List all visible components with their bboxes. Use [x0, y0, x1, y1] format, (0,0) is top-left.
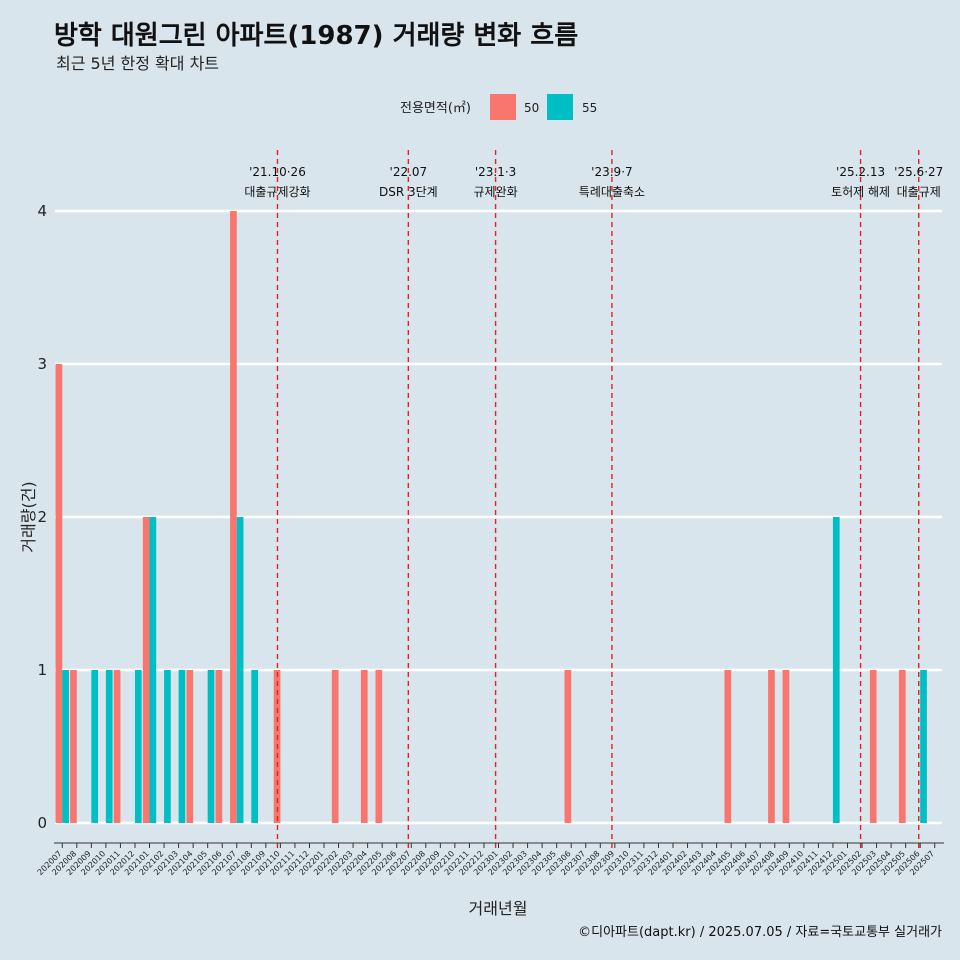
- event-label: 토허제 해제: [831, 185, 890, 199]
- gridlines: [55, 209, 942, 825]
- x-axis: [54, 842, 944, 848]
- event-label: 대출규제강화: [244, 185, 310, 199]
- bar-55-202105: [207, 670, 215, 823]
- x-tick-labels: 2020072020082020092020102020112020122021…: [36, 849, 936, 877]
- bar-50-202408: [768, 670, 775, 823]
- bar-50-202202: [331, 670, 339, 823]
- legend: 전용면적(㎡) 50 55: [400, 94, 597, 120]
- bar-50-202405: [724, 670, 732, 823]
- event-label: DSR 3단계: [379, 185, 438, 199]
- event-label: 대출규제: [897, 185, 941, 199]
- bar-55-202012: [134, 670, 142, 823]
- bar-50-202409: [782, 670, 790, 823]
- legend-label-55: 55: [582, 101, 597, 115]
- event-date: '25.6·27: [894, 165, 943, 179]
- bar-55-202103: [178, 670, 186, 823]
- event-date: '25.2.13: [836, 165, 885, 179]
- bar-50-202503: [869, 670, 877, 823]
- bar-50-202306: [564, 670, 572, 823]
- y-tick-label: 1: [37, 661, 47, 679]
- y-axis-title: 거래량(건): [19, 481, 38, 552]
- bar-55-202107: [236, 517, 244, 823]
- bar-55-202102: [164, 670, 171, 823]
- bar-55-202108: [251, 670, 258, 823]
- bars: [55, 211, 927, 823]
- bar-55-202009: [91, 670, 99, 823]
- bar-55-202007: [62, 670, 69, 823]
- bar-50-202106: [215, 670, 223, 823]
- y-tick-label: 2: [37, 508, 47, 526]
- bar-50-202007: [55, 364, 63, 823]
- chart-title: 방학 대원그린 아파트(1987) 거래량 변화 흐름: [54, 21, 578, 51]
- chart-subtitle: 최근 5년 한정 확대 차트: [56, 54, 219, 73]
- legend-title: 전용면적(㎡): [400, 101, 471, 116]
- bar-50-202205: [375, 670, 383, 823]
- legend-label-50: 50: [524, 101, 539, 115]
- y-tick-label: 4: [37, 202, 47, 220]
- caption: ©디아파트(dapt.kr) / 2025.07.05 / 자료=국토교통부 실…: [578, 925, 942, 940]
- y-tick-label: 0: [37, 814, 47, 832]
- event-label: 특례대출축소: [579, 185, 645, 199]
- event-date: '23.1·3: [475, 165, 516, 179]
- legend-swatch-55: [547, 94, 573, 120]
- x-axis-title: 거래년월: [469, 899, 528, 918]
- event-date: '22.07: [390, 165, 428, 179]
- event-label: 규제완화: [474, 185, 518, 199]
- bar-50-202101: [142, 517, 150, 823]
- bar-50-202505: [898, 670, 906, 823]
- bar-55-202506: [920, 670, 927, 823]
- bar-55-202010: [105, 670, 113, 823]
- bar-50-202011: [113, 670, 121, 823]
- bar-50-202107: [230, 211, 237, 823]
- event-markers: '21.10·26 대출규제강화 '22.07 DSR 3단계 '23.1·3 규제완화 '…: [244, 150, 943, 850]
- bar-50-202104: [186, 670, 194, 823]
- bar-55-202101: [149, 517, 157, 823]
- y-tick-label: 3: [37, 355, 47, 373]
- y-tick-labels: 0 1 2 3 4: [37, 202, 47, 832]
- bar-50-202204: [360, 670, 368, 823]
- event-date: '21.10·26: [249, 165, 306, 179]
- bar-55-202412: [832, 517, 840, 823]
- bar-50-202008: [70, 670, 77, 823]
- event-date: '23.9·7: [591, 165, 632, 179]
- legend-swatch-50: [490, 94, 516, 120]
